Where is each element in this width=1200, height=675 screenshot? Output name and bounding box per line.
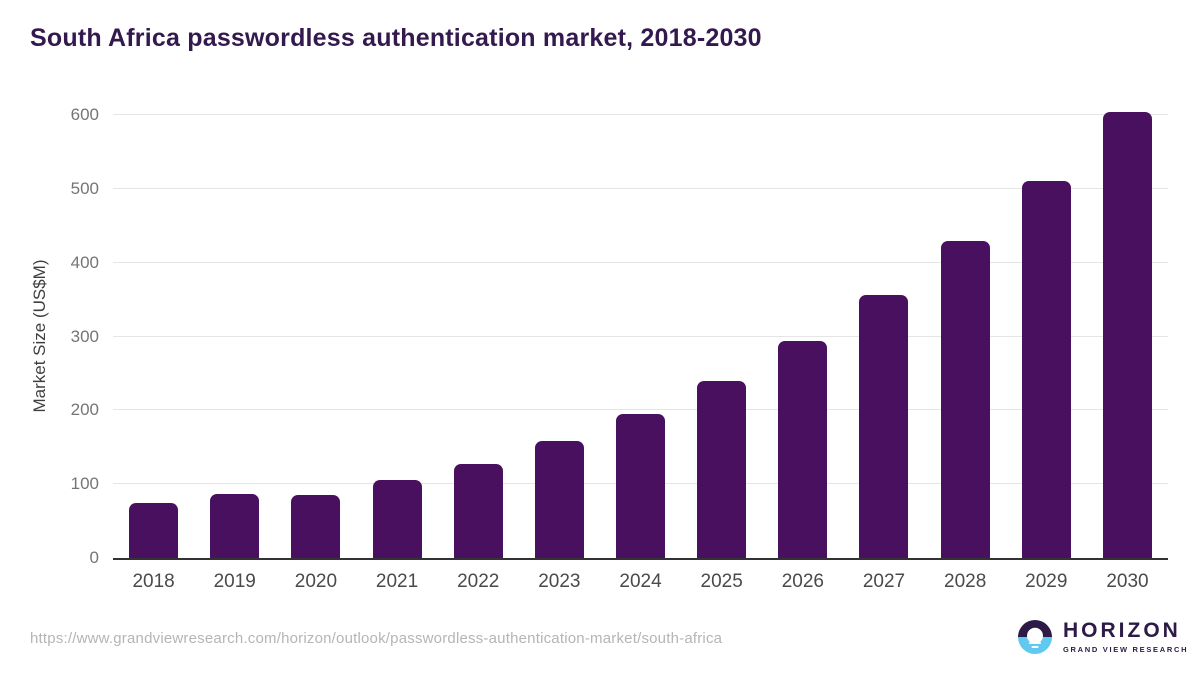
x-axis-labels: 2018 2019 2020 2021 2022 2023 2024 2025 2026 2027… [113,571,1168,593]
gridline-400 [113,261,1168,263]
bar-column-2018 [113,115,194,558]
x-tick-label-2022: 2022 [457,571,500,592]
bar-column-2019 [194,115,275,558]
bar-2021 [372,480,422,558]
bar-column-2020 [275,115,356,558]
y-axis-ticks: 0 100 200 300 400 500 600 [0,105,99,567]
bar-2030 [1102,112,1152,558]
sun-icon [1027,627,1043,644]
bar-column-2026 [762,115,843,558]
x-tick-label-2028: 2028 [944,571,987,592]
bar-column-2030 [1087,112,1168,558]
bar-2024 [616,414,666,558]
bar-2028 [940,240,990,558]
plot-area [113,112,1168,560]
y-tick-label-100: 100 [70,474,99,494]
x-tick-label-2026: 2026 [781,571,824,592]
bar-2025 [697,380,747,558]
logo-text: HORIZON GRAND VIEW RESEARCH [1063,619,1189,654]
x-tick-label-2021: 2021 [375,571,419,592]
horizon-logo: HORIZON GRAND VIEW RESEARCH [1018,620,1188,654]
logo-name: HORIZON [1063,619,1181,643]
bar-column-2029 [1006,115,1087,558]
gridline-200 [113,409,1168,411]
bar-column-2023 [519,115,600,558]
bar-2019 [210,493,260,558]
bar-2027 [859,295,909,558]
bar-column-2024 [600,115,681,558]
gridline-500 [113,187,1168,189]
bar-2026 [778,340,828,558]
y-tick-label-0: 0 [89,548,99,567]
bar-column-2022 [438,115,519,558]
bar-2020 [291,495,341,558]
y-tick-label-500: 500 [70,178,99,198]
horizon-reflection-line [1031,645,1039,648]
bar-2023 [534,441,584,558]
x-tick-label-2025: 2025 [700,571,743,592]
bar-column-2028 [925,115,1006,558]
y-tick-label-200: 200 [70,400,99,420]
bar-column-2025 [681,115,762,558]
bar-column-2021 [356,115,437,558]
y-tick-label-400: 400 [70,252,99,272]
x-tick-label-2030: 2030 [1106,571,1149,592]
bar-2022 [453,463,503,558]
chart-title: South Africa passwordless authentication… [30,24,762,52]
bar-column-2027 [843,115,924,558]
x-axis-line [113,558,1168,560]
x-tick-label-2018: 2018 [132,571,175,592]
y-tick-label-300: 300 [70,326,99,346]
gridline-300 [113,335,1168,337]
x-tick-label-2027: 2027 [862,571,906,592]
x-tick-label-2019: 2019 [213,571,256,592]
bar-2029 [1021,180,1071,558]
source-url: https://www.grandviewresearch.com/horizo… [30,630,723,647]
logo-subtitle: GRAND VIEW RESEARCH [1063,644,1189,654]
x-tick-label-2029: 2029 [1025,571,1068,592]
bar-2018 [129,503,179,558]
y-tick-label-600: 600 [70,105,99,124]
x-tick-label-2020: 2020 [294,571,338,592]
gridline-600 [113,114,1168,115]
horizon-reflection-line [1029,641,1041,644]
horizon-logo-icon [1018,620,1052,654]
x-tick-label-2023: 2023 [538,571,581,592]
bar-series [113,112,1168,558]
x-tick-label-2024: 2024 [619,571,662,592]
